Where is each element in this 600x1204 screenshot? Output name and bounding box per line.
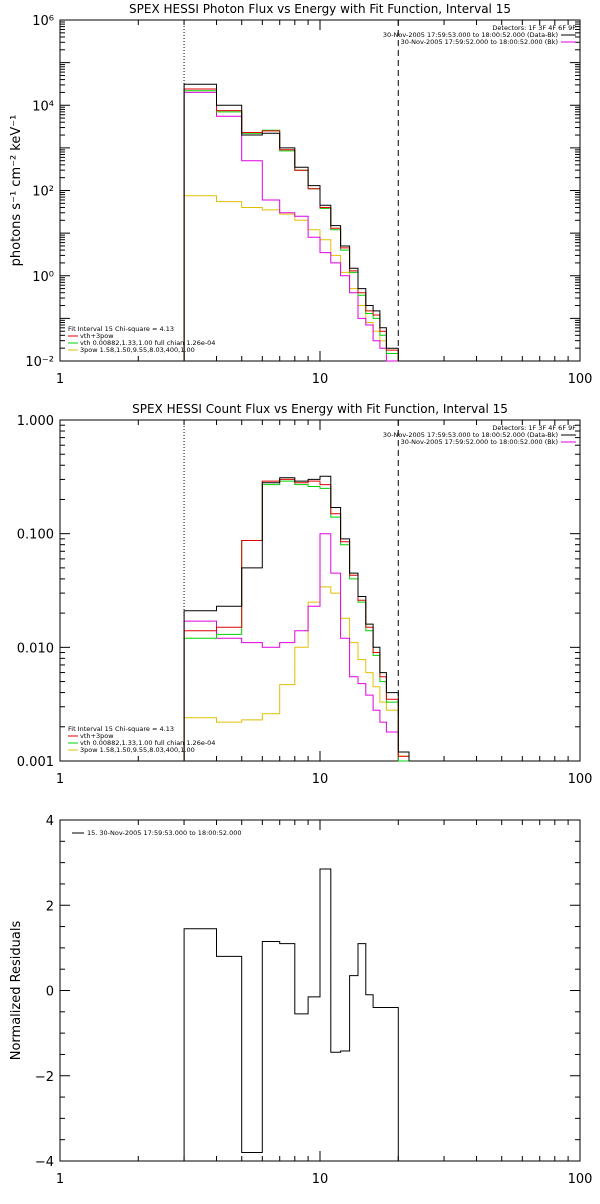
legend-bottomleft-text: vth 0.00882,1.33,1.00 full chian 1.26e-0… (80, 339, 215, 347)
legend-topright-text: 30-Nov-2005 17:59:53.000 to 18:00:52.000… (383, 31, 558, 39)
legend-topright-text: Detectors: 1F 3F 4F 6F 9F (492, 24, 576, 32)
series-line-2 (183, 88, 409, 362)
legend-bottomleft-text: Fit Interval 15 Chi-square = 4.13 (68, 325, 174, 333)
series-line-1 (183, 475, 410, 761)
chart-panel-1: SPEX HESSI Photon Flux vs Energy with Fi… (9, 2, 592, 387)
chart-panel-2: SPEX HESSI Count Flux vs Energy with Fit… (17, 402, 593, 787)
legend-bottomleft-text: vth 0.00882,1.33,1.00 full chian 1.26e-0… (80, 739, 215, 747)
y-tick-label: 4 (46, 814, 54, 829)
series-line-1 (183, 868, 399, 1161)
y-tick-label: 1.000 (17, 414, 54, 429)
x-tick-label: 1 (56, 772, 64, 787)
legend-topright-text: 30-Nov-2005 17:59:52.000 to 18:00:52.000… (401, 438, 558, 446)
y-axis-label: photons s⁻¹ cm⁻² keV⁻¹ (9, 115, 24, 267)
x-tick-label: 100 (568, 372, 593, 387)
series-line-4 (183, 533, 409, 762)
x-tick-label: 10 (312, 772, 329, 787)
series-line-5 (183, 195, 409, 362)
y-tick-label: 0 (46, 985, 54, 1000)
x-tick-label: 10 (312, 1172, 329, 1187)
x-tick-label: 100 (568, 772, 593, 787)
y-tick-label: 0.100 (17, 528, 54, 543)
y-axis-label: Normalized Residuals (9, 921, 24, 1061)
x-tick-label: 1 (56, 372, 64, 387)
y-tick-label: 0.001 (17, 755, 54, 770)
legend-topright-text: Detectors: 1F 3F 4F 6F 9F (492, 424, 576, 432)
chart-panel-3: 1 10 100 −4 −2 0 2 4 Normalized Residuals 15. 30-… (9, 814, 592, 1187)
legend-topleft-text: 15. 30-Nov-2005 17:59:53.000 to 18:00:52… (87, 829, 241, 837)
x-tick-label: 1 (56, 1172, 64, 1187)
chart-title: SPEX HESSI Count Flux vs Energy with Fit… (132, 402, 508, 416)
legend-topright-text: 30-Nov-2005 17:59:53.000 to 18:00:52.000… (383, 431, 558, 439)
legend-bottomleft-text: 3pow 1.58,1.50,9.55,8.03,400,1.00 (80, 746, 195, 754)
x-tick-label: 100 (568, 1172, 593, 1187)
y-tick-label: 10⁶ (32, 14, 54, 29)
x-tick-label: 10 (312, 372, 329, 387)
y-tick-label: 10² (32, 185, 54, 200)
series-line-4 (183, 91, 409, 362)
legend-bottomleft-text: 3pow 1.58,1.50,9.55,8.03,400,1.00 (80, 346, 195, 354)
y-tick-label: 10⁻² (25, 355, 54, 370)
legend-bottomleft-text: vth+3pow (80, 332, 114, 340)
y-tick-label: 10⁰ (32, 270, 54, 285)
y-tick-label: −2 (35, 1070, 54, 1085)
series-line-3 (183, 480, 409, 762)
chart-title: SPEX HESSI Photon Flux vs Energy with Fi… (129, 2, 511, 16)
series-line-2 (183, 478, 410, 761)
y-tick-label: 2 (46, 899, 54, 914)
y-tick-label: 10⁴ (32, 99, 54, 114)
legend-bottomleft-text: Fit Interval 15 Chi-square = 4.13 (68, 725, 174, 733)
legend-topright-text: 30-Nov-2005 17:59:52.000 to 18:00:52.000… (401, 38, 558, 46)
series-line-3 (183, 90, 409, 362)
y-tick-label: 0.010 (17, 641, 54, 656)
series-line-1 (183, 83, 409, 362)
y-tick-label: −4 (35, 1155, 54, 1170)
legend-bottomleft-text: vth+3pow (80, 732, 114, 740)
series-line-5 (183, 586, 410, 761)
